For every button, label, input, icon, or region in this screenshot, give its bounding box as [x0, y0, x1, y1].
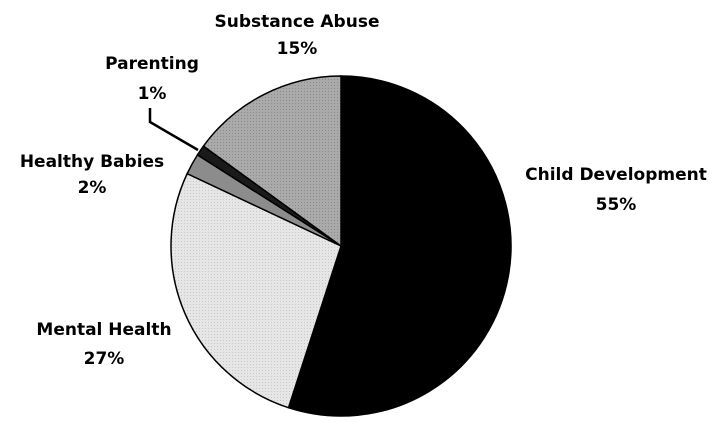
pie-slices	[170, 75, 512, 417]
pie-slice-substance-abuse	[202, 75, 342, 248]
slice-value-child-development: 55%	[596, 195, 637, 215]
slice-label-healthy-babies: Healthy Babies	[20, 152, 164, 172]
slice-label-child-development: Child Development	[525, 165, 707, 185]
pie-slice-mental-health	[170, 172, 342, 409]
slice-value-parenting: 1%	[138, 84, 167, 104]
slice-label-parenting: Parenting	[105, 54, 199, 74]
pie-slice-child-development	[287, 75, 512, 417]
leader-lines	[148, 108, 199, 152]
leader-line-parenting	[148, 108, 199, 152]
slice-value-mental-health: 27%	[84, 349, 125, 369]
slice-label-substance-abuse: Substance Abuse	[215, 12, 380, 32]
slice-value-substance-abuse: 15%	[277, 39, 318, 59]
slice-value-healthy-babies: 2%	[78, 178, 107, 198]
slice-label-mental-health: Mental Health	[36, 320, 171, 340]
